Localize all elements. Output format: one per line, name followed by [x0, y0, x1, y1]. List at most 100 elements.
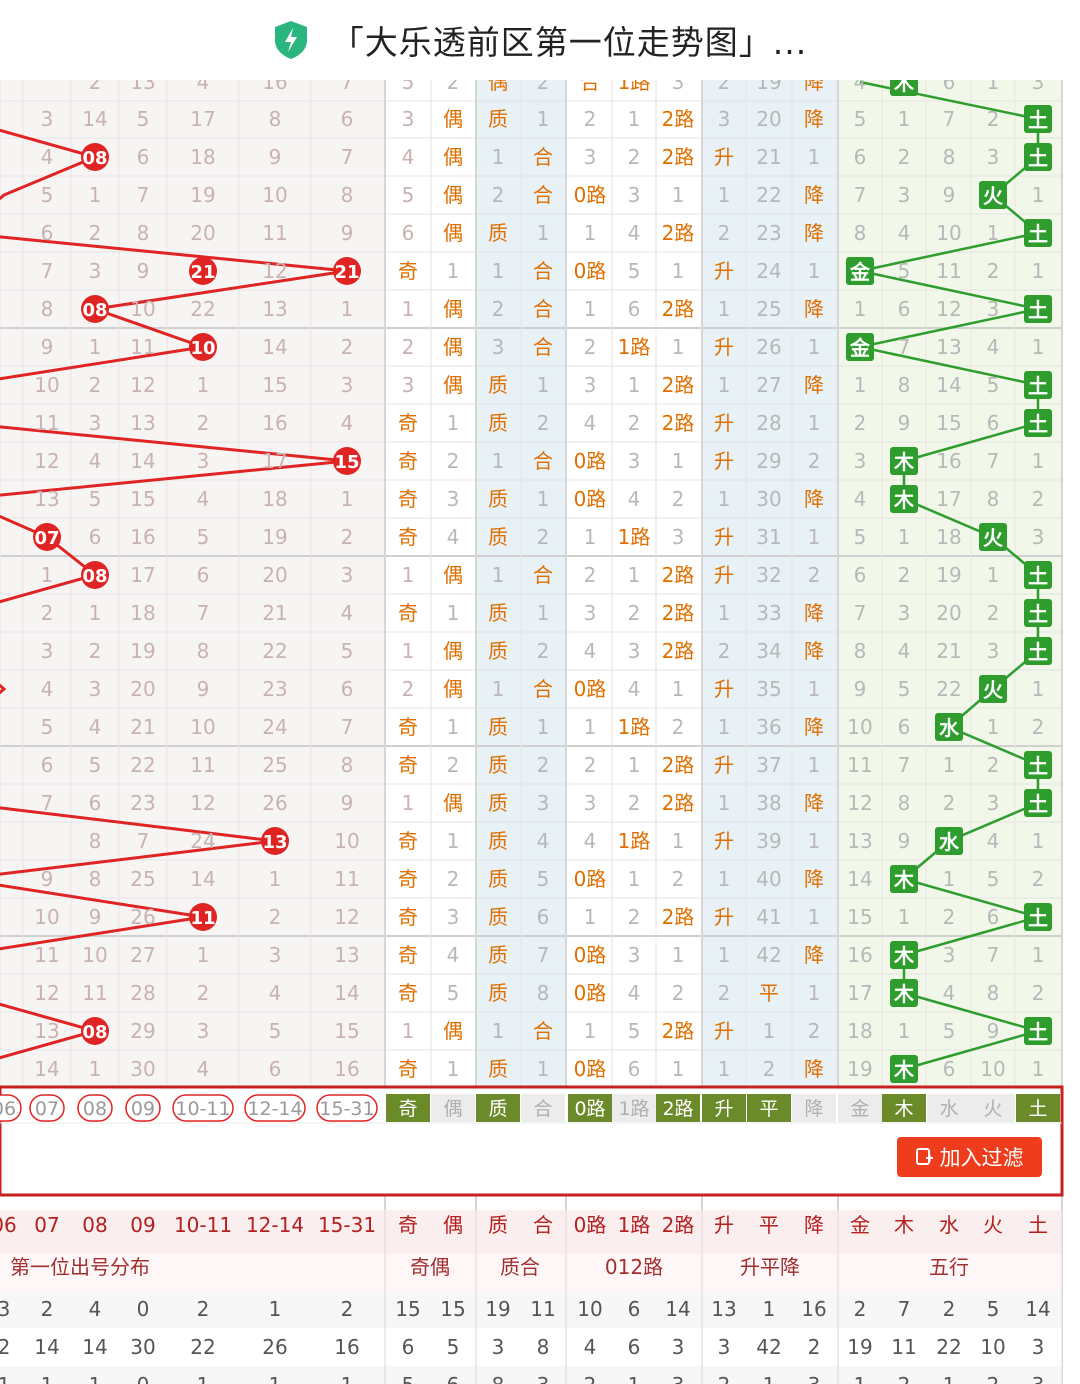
cell-value: 6 [341, 677, 354, 701]
element-badge [890, 1055, 918, 1083]
cell-value: 合 [533, 449, 553, 473]
filter-pos-pill [316, 1094, 378, 1122]
summary-cell: 2 [987, 1373, 1000, 1384]
cell-value: 1路 [618, 80, 651, 94]
element-badge [1024, 561, 1052, 589]
cell-value: 降 [804, 297, 824, 321]
cell-value: 8 [987, 981, 1000, 1005]
filter-attr-cell [521, 1094, 565, 1122]
cell-value: 3 [89, 677, 102, 701]
cell-value: 18 [847, 1019, 872, 1043]
filter-attr-cell [971, 1094, 1015, 1122]
number-ball [81, 1017, 109, 1045]
cell-value: 4 [854, 80, 867, 94]
filter-attr-cell [792, 1094, 836, 1122]
cell-value: 1 [628, 373, 641, 397]
cell-value: 12 [34, 449, 59, 473]
cell-value: 7 [854, 183, 867, 207]
cell-value: 3 [584, 373, 597, 397]
cell-value: 5 [402, 80, 415, 94]
cell-value: 0路 [574, 867, 607, 891]
cell-value: 2路 [662, 639, 695, 663]
filter-pos-text: 08 [83, 1098, 107, 1120]
cell-value: 6 [628, 1057, 641, 1081]
element-badge [1024, 789, 1052, 817]
element-badge [1024, 409, 1052, 437]
summary-cell: 14 [1025, 1297, 1050, 1321]
cell-value: 2 [447, 449, 460, 473]
cell-value: 5 [137, 107, 150, 131]
summary-cell: 5 [447, 1335, 460, 1359]
cell-value: 3 [854, 449, 867, 473]
cell-value: 2 [447, 753, 460, 777]
cell-value: 偶 [443, 297, 463, 321]
cell-value: 2 [628, 145, 641, 169]
cell-value: 4 [89, 715, 102, 739]
cell-value: 17 [847, 981, 872, 1005]
summary-cell: 2 [197, 1297, 210, 1321]
cell-value: 12 [334, 905, 359, 929]
cell-value: 1 [854, 373, 867, 397]
cell-value: 24 [756, 259, 781, 283]
cell-value: 2 [628, 411, 641, 435]
summary-header-text: 奇 [398, 1213, 418, 1237]
cell-value: 0路 [574, 943, 607, 967]
element-badge [890, 941, 918, 969]
cell-value: 5 [898, 677, 911, 701]
summary-cell: 11 [891, 1335, 916, 1359]
cell-value: 31 [756, 525, 781, 549]
cell-value: 7 [537, 943, 550, 967]
summary-header-text: 金 [850, 1213, 870, 1237]
cell-value: 1 [808, 677, 821, 701]
cell-value: 1 [402, 297, 415, 321]
filter-attr-text: 0路 [574, 1098, 605, 1120]
number-ball [81, 295, 109, 323]
cell-value: 降 [804, 601, 824, 625]
cell-value: 6 [987, 411, 1000, 435]
cell-value: 2路 [662, 563, 695, 587]
cell-value: 1 [537, 487, 550, 511]
cell-value: 1 [718, 487, 731, 511]
summary-cell: 30 [130, 1335, 155, 1359]
cell-value: 质 [488, 753, 508, 777]
add-filter-button[interactable]: 加入过滤 [897, 1137, 1042, 1177]
cell-value: 12 [190, 791, 215, 815]
cell-value: 2 [89, 373, 102, 397]
filter-pos-pill [172, 1094, 234, 1122]
cell-value: 1 [808, 829, 821, 853]
cell-value: 2 [987, 107, 1000, 131]
cell-value: 1 [628, 867, 641, 891]
cell-value: 3 [672, 525, 685, 549]
cell-value: 5 [197, 525, 210, 549]
cell-value: 40 [756, 867, 781, 891]
cell-value: 4 [584, 829, 597, 853]
cell-value: 6 [269, 1057, 282, 1081]
cell-value: 28 [756, 411, 781, 435]
cell-value: 奇 [398, 753, 418, 777]
cell-value: 降 [804, 487, 824, 511]
filter-attr-cell [882, 1094, 926, 1122]
cell-value: 1 [584, 525, 597, 549]
cell-value: 奇 [398, 981, 418, 1005]
element-badge-text: 水 [939, 830, 960, 854]
cell-value: 2 [492, 183, 505, 207]
cell-value: 9 [41, 335, 54, 359]
cell-value: 2路 [662, 297, 695, 321]
cell-value: 26 [130, 905, 155, 929]
cell-value: 1 [808, 981, 821, 1005]
cell-value: 1 [718, 715, 731, 739]
filter-pos-pill [125, 1094, 161, 1122]
cell-value: 2路 [662, 411, 695, 435]
element-badge [1024, 219, 1052, 247]
trend-chart-table[interactable]: 2 13 4 16 7 5 2 偶 2 合 1路 3 2 19 降 4 木 6 1 3 3 14 5 17 8 6 3 偶质 1 2 1 2路… [0, 80, 1080, 1384]
cell-value: 10 [82, 943, 107, 967]
cell-value: 1 [808, 335, 821, 359]
cell-value: 偶 [443, 145, 463, 169]
cell-value: 1 [1032, 183, 1045, 207]
cell-value: 1 [672, 829, 685, 853]
cell-value: 14 [847, 867, 872, 891]
cell-value: 8 [137, 221, 150, 245]
cell-value: 降 [804, 791, 824, 815]
cell-value: 奇 [398, 715, 418, 739]
cell-value: 升 [714, 829, 734, 853]
